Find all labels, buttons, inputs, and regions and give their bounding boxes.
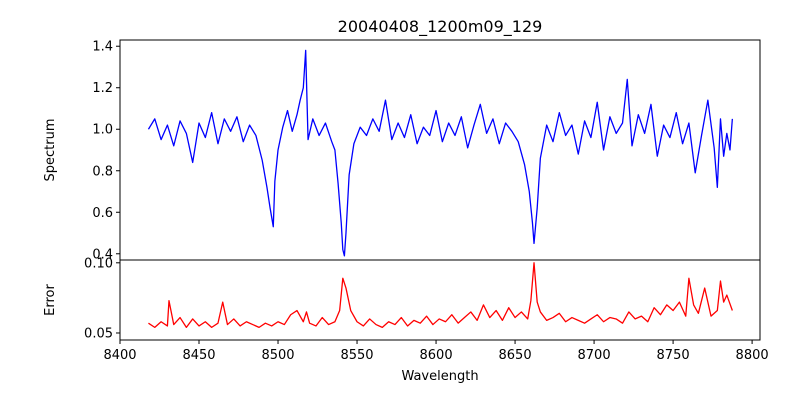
- x-tick-label: 8700: [578, 348, 611, 363]
- error-series-line: [148, 262, 733, 329]
- chart-title: 20040408_1200m09_129: [338, 17, 543, 37]
- error-panel: 0.05 0.10 Error: [43, 256, 761, 341]
- error-y-tick-label: 0.05: [84, 326, 113, 341]
- spectrum-plot-area: [119, 39, 761, 261]
- spectrum-y-tick-label: 0.4: [92, 247, 113, 262]
- x-tick-label: 8550: [340, 348, 373, 363]
- spectrum-y-tick-label: 1.0: [92, 123, 113, 138]
- x-tick-label: 8400: [103, 348, 136, 363]
- x-tick-label: 8450: [182, 348, 215, 363]
- spectrum-series-line: [147, 49, 733, 257]
- error-y-tick-label: 0.10: [84, 256, 113, 271]
- x-tick-label: 8650: [499, 348, 532, 363]
- spectrum-panel: 0.4 0.6 0.8 1.0 1.2 1.4 Spectrum: [43, 39, 761, 262]
- spectrum-y-axis-label: Spectrum: [43, 119, 58, 182]
- error-y-ticks: 0.05 0.10: [84, 256, 120, 341]
- x-tick-label: 8600: [420, 348, 453, 363]
- error-plot-area: [119, 259, 761, 341]
- spectrum-y-ticks: 0.4 0.6 0.8 1.0 1.2 1.4: [92, 40, 120, 262]
- spectrum-y-tick-label: 0.8: [92, 164, 113, 179]
- x-tick-label: 8750: [657, 348, 690, 363]
- x-axis-ticks: 8400 8450 8500 8550 8600 8650 8700 8750 8800: [103, 340, 769, 363]
- spectrum-y-tick-label: 1.4: [92, 40, 113, 55]
- x-tick-label: 8500: [261, 348, 294, 363]
- spectrum-y-tick-label: 1.2: [92, 81, 113, 96]
- error-y-axis-label: Error: [43, 284, 58, 316]
- spectrum-y-tick-label: 0.6: [92, 206, 113, 221]
- x-tick-label: 8800: [736, 348, 769, 363]
- x-axis-label: Wavelength: [401, 369, 478, 384]
